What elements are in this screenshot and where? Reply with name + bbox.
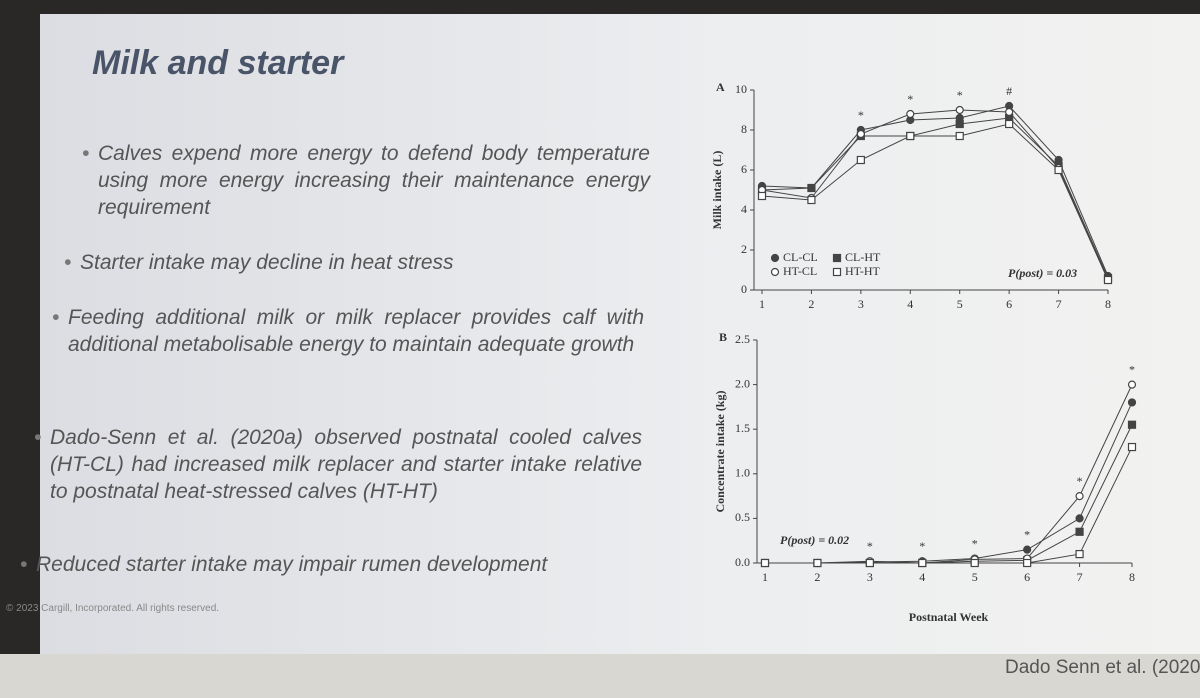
x-tick-label: 7 [1056, 297, 1062, 311]
point [1054, 165, 1063, 175]
bullet: Calves expend more energy to defend body… [82, 140, 650, 221]
x-tick-label: 7 [1077, 570, 1083, 584]
point [1127, 380, 1137, 389]
point [856, 129, 865, 139]
annotation: * [1077, 474, 1083, 488]
annotation: # [1006, 84, 1012, 98]
point [757, 191, 767, 201]
x-tick-label: 3 [867, 570, 873, 584]
point [865, 558, 874, 568]
y-tick-label: 2.5 [735, 332, 750, 346]
annotation: * [919, 539, 925, 553]
x-tick-label: 8 [1129, 570, 1135, 584]
point [1005, 107, 1014, 117]
x-tick-label: 6 [1024, 570, 1030, 584]
y-tick-label: 2.0 [735, 376, 750, 390]
point [1127, 420, 1137, 429]
x-tick-label: 3 [858, 297, 864, 311]
x-tick-label: 2 [808, 297, 814, 311]
point [918, 558, 927, 568]
annotation: * [1024, 527, 1030, 541]
point [955, 131, 964, 141]
x-tick-label: 8 [1105, 297, 1111, 311]
p-value: P(post) = 0.03 [1008, 266, 1077, 280]
point [1023, 558, 1032, 568]
y-tick-label: 1.0 [735, 466, 750, 480]
point [807, 183, 816, 193]
annotation: * [858, 108, 864, 122]
bottom-strip [0, 654, 1200, 698]
legend-marker [770, 267, 780, 277]
point [760, 558, 770, 568]
copyright: © 2023 Cargill, Incorporated. All rights… [6, 603, 220, 614]
point [807, 195, 816, 205]
point [1127, 442, 1137, 452]
point [1103, 275, 1113, 285]
x-tick-label: 1 [759, 297, 765, 311]
point [1023, 545, 1032, 554]
point [955, 105, 964, 115]
legend-label: CL-HT [845, 250, 881, 264]
annotation: * [867, 539, 873, 553]
y-tick-label: 6 [741, 162, 747, 176]
legend-marker [832, 253, 842, 263]
point [1075, 527, 1084, 536]
point [1075, 492, 1084, 501]
citation: Dado Senn et al. (2020a [1005, 657, 1200, 678]
x-tick-label: 1 [762, 570, 768, 584]
x-tick-label: 4 [907, 297, 913, 311]
legend-label: HT-CL [783, 264, 817, 278]
point [1075, 514, 1084, 523]
bullet: Feeding additional milk or milk replacer… [52, 304, 644, 358]
x-axis-label: Postnatal Week [909, 610, 989, 624]
x-tick-label: 4 [919, 570, 925, 584]
point [1127, 398, 1137, 407]
series-line [761, 105, 1109, 277]
annotation: * [957, 88, 963, 102]
y-tick-label: 2 [741, 242, 747, 256]
x-tick-label: 5 [972, 570, 978, 584]
point [1075, 549, 1084, 559]
bullet: Starter intake may decline in heat stres… [64, 249, 640, 276]
series-line [761, 109, 1109, 281]
y-tick-label: 8 [741, 122, 747, 136]
point [813, 558, 822, 568]
p-value: P(post) = 0.02 [780, 533, 849, 547]
series-line [765, 446, 1133, 564]
legend-marker [770, 253, 780, 263]
x-tick-label: 2 [814, 570, 820, 584]
slide-title: Milk and starter [92, 44, 344, 82]
y-tick-label: 1.5 [735, 421, 750, 435]
legend-marker [832, 267, 842, 277]
x-tick-label: 5 [957, 297, 963, 311]
y-axis-label: Milk intake (L) [710, 151, 724, 230]
annotation: * [1129, 362, 1135, 376]
y-tick-label: 4 [741, 202, 747, 216]
y-tick-label: 0 [741, 282, 747, 296]
panel-label: A [716, 80, 725, 94]
annotation: * [907, 92, 913, 106]
point [955, 119, 964, 129]
annotation: * [972, 536, 978, 550]
x-tick-label: 6 [1006, 297, 1012, 311]
panel-label: B [719, 330, 727, 344]
point [1005, 119, 1014, 129]
y-tick-label: 0.0 [735, 555, 750, 569]
bullet: Reduced starter intake may impair rumen … [20, 551, 636, 578]
point [970, 558, 979, 568]
series-line [761, 123, 1109, 281]
legend-label: HT-HT [845, 264, 881, 278]
legend-label: CL-CL [783, 250, 818, 264]
y-axis-label: Concentrate intake (kg) [713, 391, 727, 513]
point [906, 109, 915, 119]
bullet: Dado-Senn et al. (2020a) observed postna… [34, 424, 642, 505]
point [856, 155, 865, 165]
y-tick-label: 10 [735, 82, 747, 96]
y-tick-label: 0.5 [735, 510, 750, 524]
point [906, 131, 915, 141]
